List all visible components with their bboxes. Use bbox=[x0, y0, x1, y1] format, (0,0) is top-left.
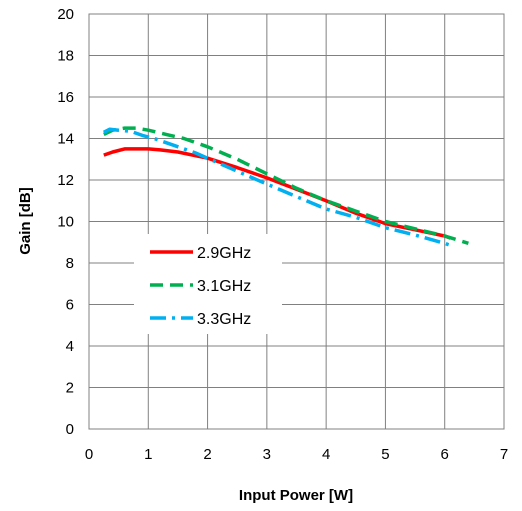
x-tick-label: 6 bbox=[441, 446, 449, 463]
x-tick-label: 2 bbox=[203, 446, 211, 463]
y-tick-label: 16 bbox=[57, 89, 74, 106]
legend-label-2-9ghz: 2.9GHz bbox=[197, 245, 251, 262]
y-tick-label: 4 bbox=[66, 338, 74, 355]
legend-label-3-1ghz: 3.1GHz bbox=[197, 278, 251, 295]
y-axis-title: Gain [dB] bbox=[17, 187, 34, 255]
x-tick-label: 3 bbox=[263, 446, 271, 463]
x-tick-labels: 0 1 2 3 4 5 6 7 bbox=[85, 446, 508, 463]
x-axis-title: Input Power [W] bbox=[239, 487, 353, 504]
y-tick-label: 12 bbox=[57, 172, 74, 189]
x-tick-label: 7 bbox=[500, 446, 508, 463]
x-tick-label: 1 bbox=[144, 446, 152, 463]
series-line-3-3ghz bbox=[102, 127, 452, 248]
x-tick-label: 4 bbox=[322, 446, 330, 463]
y-tick-label: 10 bbox=[57, 214, 74, 231]
series-line-3-1ghz bbox=[103, 126, 469, 245]
legend-label-3-3ghz: 3.3GHz bbox=[197, 311, 251, 328]
x-tick-label: 5 bbox=[381, 446, 389, 463]
y-tick-label: 20 bbox=[57, 6, 74, 23]
y-tick-label: 0 bbox=[66, 421, 74, 438]
y-tick-label: 18 bbox=[57, 48, 74, 65]
y-tick-label: 6 bbox=[66, 297, 74, 314]
plot-frame bbox=[88, 13, 505, 430]
y-tick-label: 14 bbox=[57, 131, 74, 148]
legend: 2.9GHz 3.1GHz 3.3GHz bbox=[134, 234, 282, 334]
y-tick-label: 2 bbox=[66, 380, 74, 397]
y-tick-label: 8 bbox=[66, 255, 74, 272]
x-tick-label: 0 bbox=[85, 446, 93, 463]
data-series bbox=[102, 126, 469, 248]
y-tick-labels: 0 2 4 6 8 10 12 14 16 18 20 bbox=[57, 6, 74, 438]
